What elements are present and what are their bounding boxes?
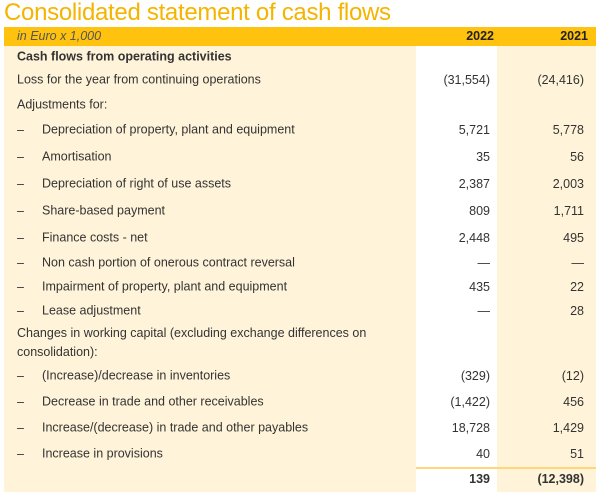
row-label: Loss for the year from continuing operat… <box>17 72 261 87</box>
row-label: Changes in working capital (excluding ex… <box>17 326 367 359</box>
table-row: – (Increase)/decrease in inventories (329)… <box>4 364 596 388</box>
table-row: Loss for the year from continuing operat… <box>4 68 596 92</box>
bullet-dash: – <box>17 176 24 191</box>
value-2021: 5,778 <box>552 123 584 137</box>
row-label: Lease adjustment <box>42 303 141 317</box>
cash-flow-table: Cash flows from operating activities Loss… <box>4 46 596 491</box>
row-label: Depreciation of property, plant and equi… <box>42 122 295 137</box>
value-2021: 456 <box>563 394 584 409</box>
row-label: Depreciation of right of use assets <box>42 176 231 190</box>
row-label: Non cash portion of onerous contract rev… <box>42 255 295 270</box>
value-2022: 40 <box>476 447 490 461</box>
bullet-dash: – <box>17 447 24 461</box>
table-row: – Increase in provisions 40 51 <box>4 441 596 467</box>
table-row: – Increase/(decrease) in trade and other … <box>4 415 596 441</box>
table-row: – Lease adjustment — 28 <box>4 299 596 322</box>
value-2021: 1,429 <box>552 421 584 435</box>
table-row: Cash flows from operating activities <box>4 46 596 68</box>
value-2021: 28 <box>570 303 584 318</box>
row-label: (Increase)/decrease in inventories <box>42 368 231 383</box>
value-2022: 2,448 <box>458 230 490 245</box>
bullet-dash: – <box>17 421 24 435</box>
value-2021: (24,416) <box>537 73 584 87</box>
value-2022: 2,387 <box>458 176 490 191</box>
col-2022-bg <box>416 46 497 492</box>
bullet-dash: – <box>17 280 24 294</box>
value-2021: 51 <box>570 447 584 461</box>
table-row: Adjustments for: <box>4 92 596 117</box>
table-row: – Depreciation of property, plant and equ… <box>4 117 596 143</box>
value-2022: 18,728 <box>451 421 490 435</box>
row-label: Increase/(decrease) in trade and other p… <box>42 420 309 435</box>
value-2021: 56 <box>570 149 584 164</box>
value-2021: (12) <box>561 369 584 383</box>
bullet-dash: – <box>17 203 24 218</box>
value-2021: 1,711 <box>553 203 584 218</box>
table-row: – Share-based payment 809 1,711 <box>4 197 596 224</box>
value-2022: (31,554) <box>443 73 490 87</box>
value-2021: — <box>571 256 585 270</box>
bullet-dash: – <box>17 256 24 270</box>
table-row: – Amortisation 35 56 <box>4 143 596 170</box>
value-2021: 495 <box>563 230 584 245</box>
row-label: Decrease in trade and other receivables <box>42 394 264 408</box>
column-header-2021: 2021 <box>560 29 588 43</box>
bullet-dash: – <box>17 123 24 137</box>
value-2021: 22 <box>570 280 584 294</box>
table-row: – Non cash portion of onerous contract re… <box>4 251 596 275</box>
table-row: – Finance costs - net 2,448 495 <box>4 224 596 251</box>
row-label: Increase in provisions <box>42 446 163 461</box>
row-label: Share-based payment <box>42 203 165 217</box>
bullet-dash: – <box>17 303 24 318</box>
value-2021: (12,398) <box>537 472 584 486</box>
value-2022: 139 <box>469 472 490 486</box>
table-header: in Euro x 1,000 2022 2021 <box>4 27 596 46</box>
table-row: Changes in working capital (excluding ex… <box>4 322 596 364</box>
label-column-bg <box>4 46 416 492</box>
value-2022: 809 <box>469 203 490 218</box>
column-header-2022: 2022 <box>466 29 494 43</box>
table-row: – Impairment of property, plant and equip… <box>4 275 596 299</box>
bullet-dash: – <box>17 394 24 409</box>
value-2022: (1,422) <box>450 394 490 409</box>
table-row: – Depreciation of right of use assets 2,38… <box>4 170 596 197</box>
bullet-dash: – <box>17 230 24 245</box>
bullet-dash: – <box>17 149 24 164</box>
table-row: – Decrease in trade and other receivables… <box>4 388 596 415</box>
page-title: Consolidated statement of cash flows <box>4 0 391 26</box>
table-row: 139 (12,398) <box>4 467 596 491</box>
value-2021: 2,003 <box>552 176 584 191</box>
row-label: Cash flows from operating activities <box>17 49 232 64</box>
value-2022: 35 <box>476 149 490 164</box>
unit-label: in Euro x 1,000 <box>17 29 102 43</box>
row-label: Impairment of property, plant and equipm… <box>42 279 288 294</box>
row-label: Adjustments for: <box>17 97 108 111</box>
value-2022: 435 <box>469 280 490 294</box>
col-2021-bg <box>497 46 596 492</box>
value-2022: — <box>477 303 491 318</box>
value-2022: (329) <box>460 369 490 383</box>
value-2022: — <box>477 256 491 270</box>
row-label: Finance costs - net <box>42 230 148 244</box>
value-2022: 5,721 <box>458 123 490 137</box>
row-label: Amortisation <box>42 149 112 163</box>
bullet-dash: – <box>17 369 24 383</box>
total-divider <box>416 467 596 469</box>
